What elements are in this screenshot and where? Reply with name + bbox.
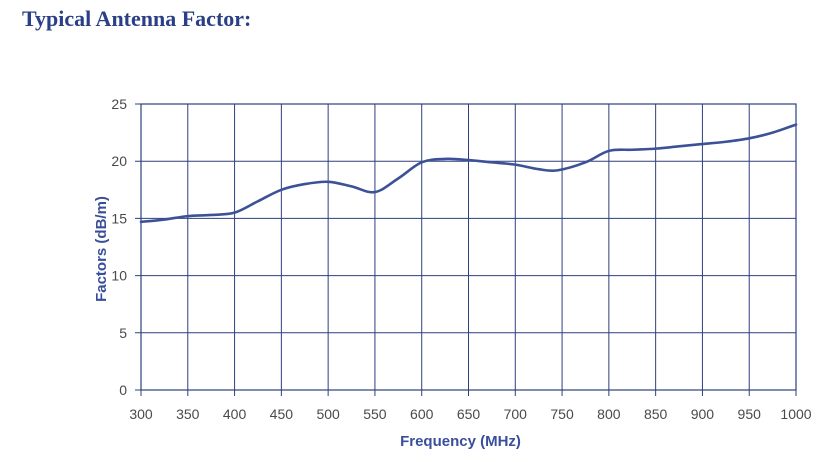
plot-frame	[140, 103, 797, 391]
y-tick-label: 10	[111, 268, 127, 284]
x-tick-label: 500	[316, 406, 340, 422]
series-line	[139, 123, 798, 224]
page-title: Typical Antenna Factor:	[22, 6, 252, 31]
y-tick-label: 25	[111, 96, 127, 112]
x-tick-label: 800	[597, 406, 621, 422]
x-tick-label: 650	[457, 406, 481, 422]
y-tick-label: 5	[119, 325, 127, 341]
x-tick-label: 900	[691, 406, 715, 422]
y-axis-label: Factors (dB/m)	[93, 196, 110, 302]
x-tick-label: 600	[410, 406, 434, 422]
x-tick-label: 950	[738, 406, 762, 422]
x-tick-label: 400	[223, 406, 247, 422]
x-tick-label: 750	[550, 406, 574, 422]
grid	[135, 103, 797, 396]
x-tick-label: 450	[270, 406, 294, 422]
x-tick-label: 850	[644, 406, 668, 422]
x-tick-label: 550	[363, 406, 387, 422]
x-tick-label: 700	[504, 406, 528, 422]
x-tick-label: 1000	[780, 406, 811, 422]
y-tick-label: 15	[111, 210, 127, 226]
y-tick-label: 20	[111, 153, 127, 169]
y-axis-ticks: 0 5 10 15 20 25	[111, 96, 127, 398]
x-tick-label: 300	[129, 406, 153, 422]
x-tick-label: 350	[176, 406, 200, 422]
y-tick-label: 0	[119, 382, 127, 398]
x-axis-ticks: 300 350 400 450 500 550 600 650 700 750 800 850 900 9…	[129, 406, 811, 422]
x-axis-label: Frequency (MHz)	[400, 433, 521, 450]
